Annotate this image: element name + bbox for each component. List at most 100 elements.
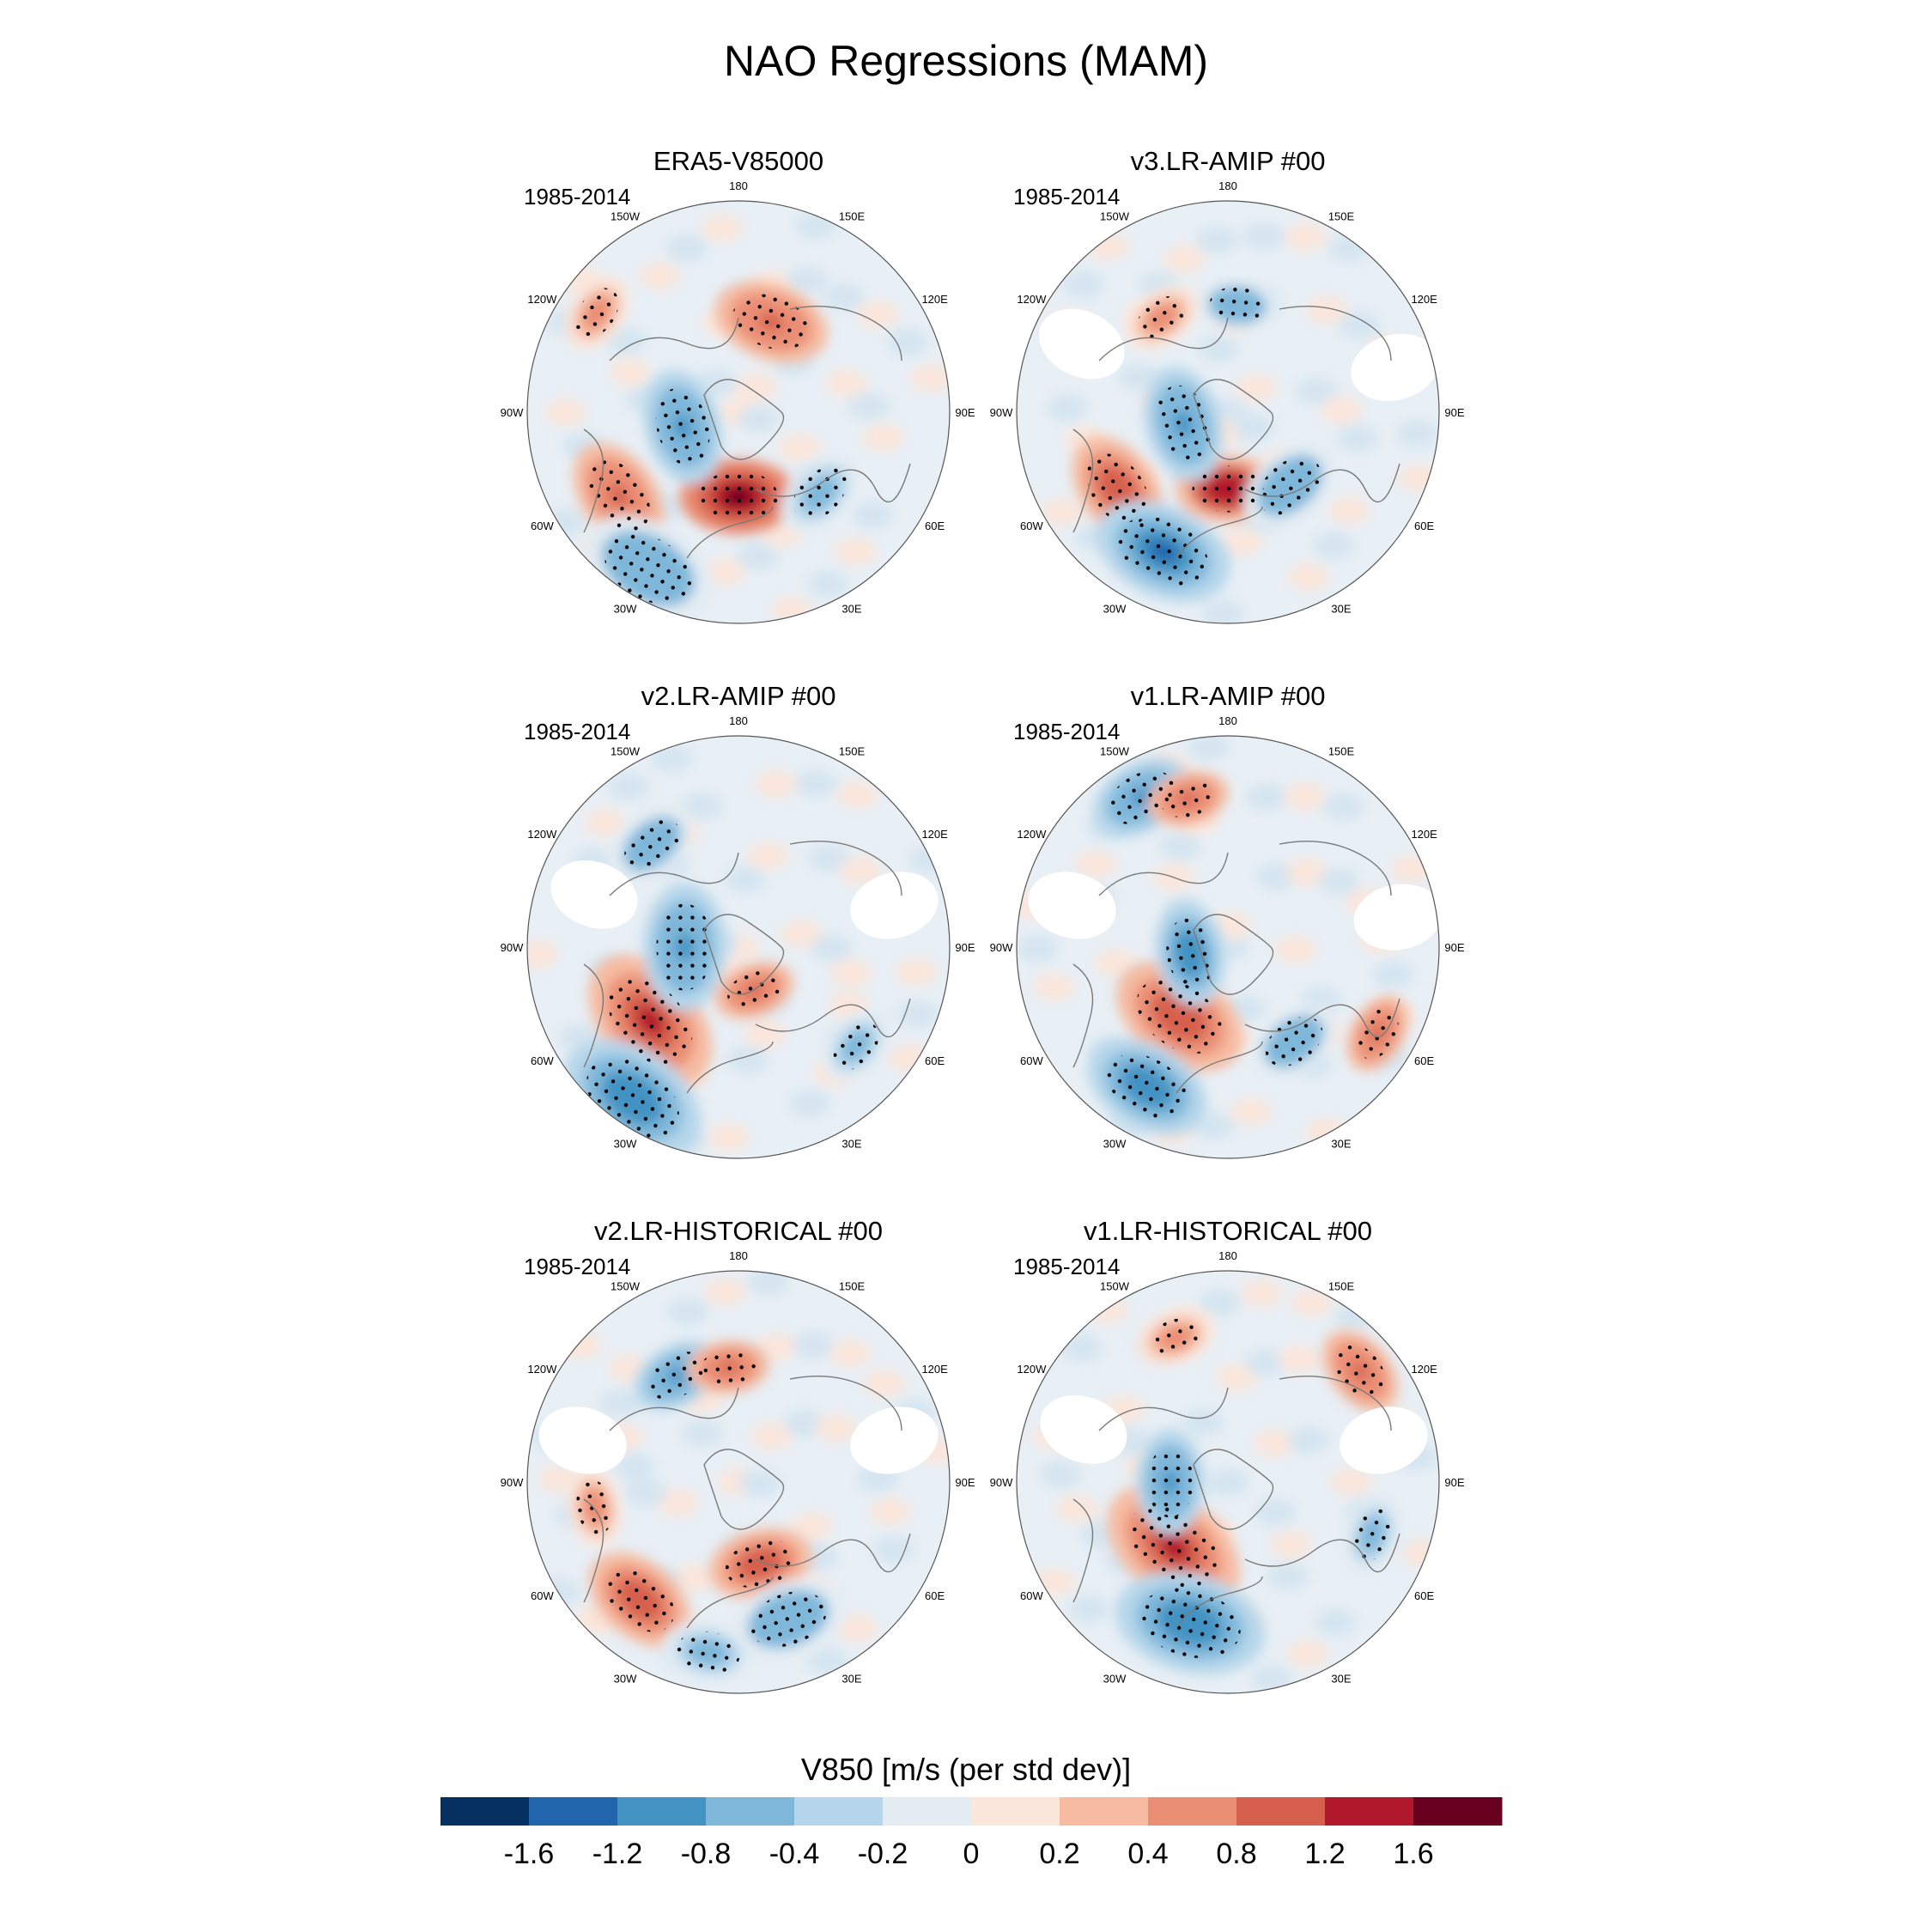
weak-anomaly: [887, 328, 929, 356]
significance-stipple: [1146, 1446, 1194, 1518]
coastline: [703, 379, 785, 460]
coastline: [583, 1498, 605, 1603]
map-panel: ERA5-V85000 1985-2014 180 150E 120E 90E 60E 30E…: [481, 146, 996, 627]
weak-anomaly: [681, 1419, 723, 1448]
weak-anomaly: [703, 558, 745, 586]
longitude-label: 30W: [614, 603, 637, 616]
longitude-label: 120E: [921, 828, 948, 841]
significance-stipple: [677, 1631, 740, 1674]
weak-anomaly: [807, 570, 849, 598]
longitude-label: 60W: [531, 519, 554, 532]
colorbar-swatch: [1236, 1797, 1326, 1826]
weak-anomaly: [1197, 334, 1239, 362]
coastline: [1098, 852, 1229, 896]
weak-anomaly: [852, 501, 894, 529]
significance-stipple: [1137, 295, 1188, 340]
weak-anomaly: [1267, 1562, 1309, 1590]
longitude-label: 30E: [841, 1673, 861, 1686]
colorbar-tick-label: -0.2: [858, 1838, 908, 1870]
coastline: [1176, 506, 1263, 559]
weak-anomaly: [704, 1278, 746, 1306]
longitude-label: 150E: [839, 210, 866, 222]
longitude-label: 30W: [1103, 1673, 1127, 1686]
weak-anomaly: [584, 809, 626, 837]
weak-anomaly: [781, 920, 823, 948]
colorbar-tick-label: 0: [963, 1838, 980, 1870]
weak-anomaly: [1255, 1498, 1297, 1527]
weak-anomaly: [895, 958, 937, 987]
weak-anomaly: [1396, 420, 1438, 448]
missing-data-area: [1340, 1406, 1428, 1474]
significance-stipple: [1166, 918, 1214, 989]
weak-anomaly: [825, 369, 867, 398]
longitude-label: 60E: [1414, 1589, 1434, 1602]
longitude-label: 30E: [841, 1138, 861, 1151]
longitude-label: 30W: [1103, 1138, 1127, 1151]
map-panel: v2.LR-HISTORICAL #00 1985-2014 180 150E 120E…: [481, 1216, 996, 1697]
coastline: [686, 506, 774, 559]
significance-stipple: [732, 294, 810, 350]
missing-data-area: [1040, 1394, 1127, 1464]
weak-anomaly: [724, 866, 766, 894]
coastline: [1244, 463, 1400, 503]
colorbar-swatch: [529, 1797, 618, 1826]
colorbar-tick-label: -0.8: [681, 1838, 732, 1870]
significance-stipple: [1109, 770, 1175, 824]
longitude-label: 150E: [1328, 744, 1355, 757]
missing-data-area: [1038, 308, 1125, 380]
weak-anomaly: [1287, 1426, 1329, 1455]
longitude-label: 60E: [925, 519, 945, 532]
weak-anomaly: [1291, 1289, 1333, 1317]
weak-anomaly: [1235, 374, 1277, 402]
panel-title: v3.LR-AMIP #00: [1130, 146, 1326, 176]
weak-anomaly: [835, 538, 877, 566]
weak-anomaly: [737, 542, 779, 570]
longitude-label: 60E: [1414, 519, 1434, 532]
weak-anomaly: [1095, 949, 1137, 977]
weak-anomaly: [1159, 832, 1201, 860]
weak-anomaly: [1274, 935, 1316, 963]
colorbar-swatch: [971, 1797, 1060, 1826]
colorbar-tick-label: 0.2: [1039, 1838, 1079, 1870]
longitude-label: 60W: [1020, 519, 1043, 532]
weak-anomaly: [1118, 363, 1160, 392]
weak-anomaly: [1230, 1097, 1272, 1126]
coastline: [609, 317, 739, 361]
weak-anomaly: [1196, 226, 1238, 254]
longitude-label: 120E: [1411, 1363, 1437, 1376]
panel-grid: ERA5-V85000 1985-2014 180 150E 120E 90E 60E 30E…: [481, 146, 1465, 1697]
weak-anomaly: [667, 1297, 709, 1326]
weak-anomaly: [538, 1465, 580, 1493]
weak-anomaly: [527, 940, 558, 969]
weak-anomaly: [910, 364, 950, 392]
weak-anomaly: [791, 1512, 833, 1540]
longitude-label: 120E: [1411, 293, 1437, 306]
colorbar-swatch: [883, 1797, 972, 1826]
longitude-label: 90W: [990, 406, 1013, 419]
longitude-label: 150W: [611, 744, 641, 757]
longitude-label: 30E: [1331, 603, 1351, 616]
weak-anomaly: [840, 857, 882, 885]
longitude-label: 180: [1218, 714, 1237, 727]
longitude-label: 90E: [1444, 1476, 1464, 1489]
weak-anomaly: [1278, 1345, 1320, 1373]
longitude-label: 60E: [925, 1054, 945, 1067]
coastline: [1176, 1576, 1263, 1629]
colorbar-tick-label: -1.2: [592, 1838, 643, 1870]
missing-data-area: [1351, 333, 1439, 402]
weak-anomaly: [872, 1535, 914, 1564]
significance-stipple: [1136, 979, 1223, 1054]
coastline: [1193, 379, 1274, 460]
longitude-label: 90W: [501, 941, 524, 954]
coastline: [1244, 998, 1400, 1038]
weak-anomaly: [747, 841, 789, 870]
coastline: [1193, 1449, 1274, 1530]
coastline: [789, 1376, 902, 1431]
weak-anomaly: [811, 933, 853, 962]
weak-anomaly: [1321, 396, 1363, 424]
colorbar-swatch: [1060, 1797, 1149, 1826]
missing-data-area: [538, 1406, 627, 1474]
weak-anomaly: [755, 769, 797, 798]
weak-anomaly: [779, 434, 821, 462]
coastline: [1193, 914, 1274, 995]
